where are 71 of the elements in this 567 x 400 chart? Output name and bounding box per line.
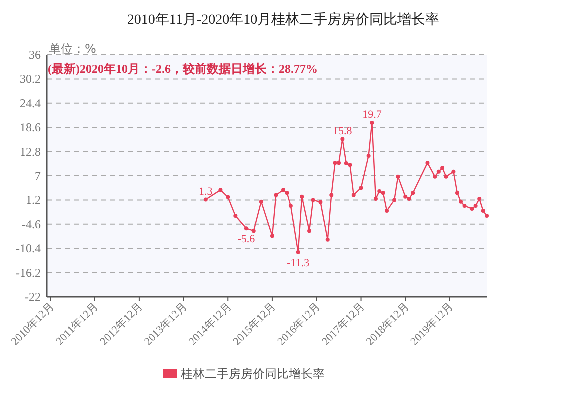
- point: [366, 154, 371, 158]
- point: [392, 198, 397, 202]
- point: [226, 195, 230, 200]
- point: [259, 200, 264, 204]
- y-tick-label: 30.2: [20, 72, 41, 86]
- data-label: 15.8: [333, 125, 353, 138]
- point: [252, 229, 256, 234]
- point: [455, 191, 460, 196]
- annotation: 单位：%: [49, 42, 96, 56]
- y-tick-label: 7: [35, 169, 41, 183]
- point: [485, 214, 489, 218]
- point: [296, 250, 300, 254]
- point: [318, 200, 323, 204]
- y-tick-label: -16.2: [16, 266, 41, 280]
- point: [381, 191, 386, 196]
- point: [348, 163, 352, 168]
- point: [385, 209, 390, 214]
- point: [300, 194, 304, 199]
- data-label: 1.3: [199, 186, 214, 198]
- data-label: -5.6: [238, 234, 256, 246]
- point: [204, 198, 208, 202]
- y-tick-label: -4.6: [22, 217, 41, 232]
- point: [433, 174, 438, 179]
- point: [404, 194, 408, 199]
- y-tick-label: 36: [29, 48, 41, 62]
- point: [282, 188, 286, 192]
- y-tick-label: 1.2: [26, 193, 41, 208]
- y-tick-label: -22: [25, 290, 41, 304]
- data-label: 19.7: [362, 109, 382, 122]
- point: [337, 161, 342, 166]
- point: [474, 204, 478, 208]
- point: [311, 198, 316, 202]
- y-tick-label: -10.4: [16, 242, 41, 256]
- point: [344, 161, 348, 166]
- point: [285, 191, 290, 196]
- point: [308, 229, 312, 234]
- point: [352, 193, 356, 198]
- point: [340, 137, 345, 142]
- point: [326, 238, 330, 242]
- point: [481, 209, 486, 214]
- point: [396, 174, 400, 179]
- data-label: -11.3: [287, 257, 310, 270]
- point: [218, 188, 223, 192]
- annotation: (最新)2020年10月：-2.6，较前数据日增长：28.77%: [48, 62, 318, 76]
- point: [333, 161, 338, 166]
- point: [288, 204, 293, 208]
- legend-label: 桂林二手房房价同比增长率: [180, 367, 325, 381]
- point: [374, 196, 378, 201]
- point: [478, 196, 482, 201]
- chart-title: 2010年11月-2020年10月桂林二手房房价同比增长率: [127, 12, 440, 28]
- y-tick-label: 18.6: [20, 120, 41, 135]
- point: [274, 193, 278, 198]
- point: [359, 186, 364, 190]
- point: [234, 214, 238, 218]
- point: [444, 174, 448, 179]
- y-tick-label: 12.8: [20, 144, 41, 159]
- point: [426, 161, 430, 166]
- point: [244, 226, 248, 231]
- point: [370, 121, 374, 126]
- point: [440, 166, 445, 170]
- point: [459, 200, 464, 204]
- point: [407, 196, 412, 201]
- point: [462, 204, 467, 208]
- point: [330, 193, 334, 198]
- point: [436, 170, 441, 174]
- point: [470, 206, 474, 211]
- y-tick-label: 24.4: [20, 96, 41, 110]
- point: [378, 189, 382, 194]
- point: [411, 191, 416, 196]
- point: [452, 170, 456, 174]
- point: [270, 234, 274, 238]
